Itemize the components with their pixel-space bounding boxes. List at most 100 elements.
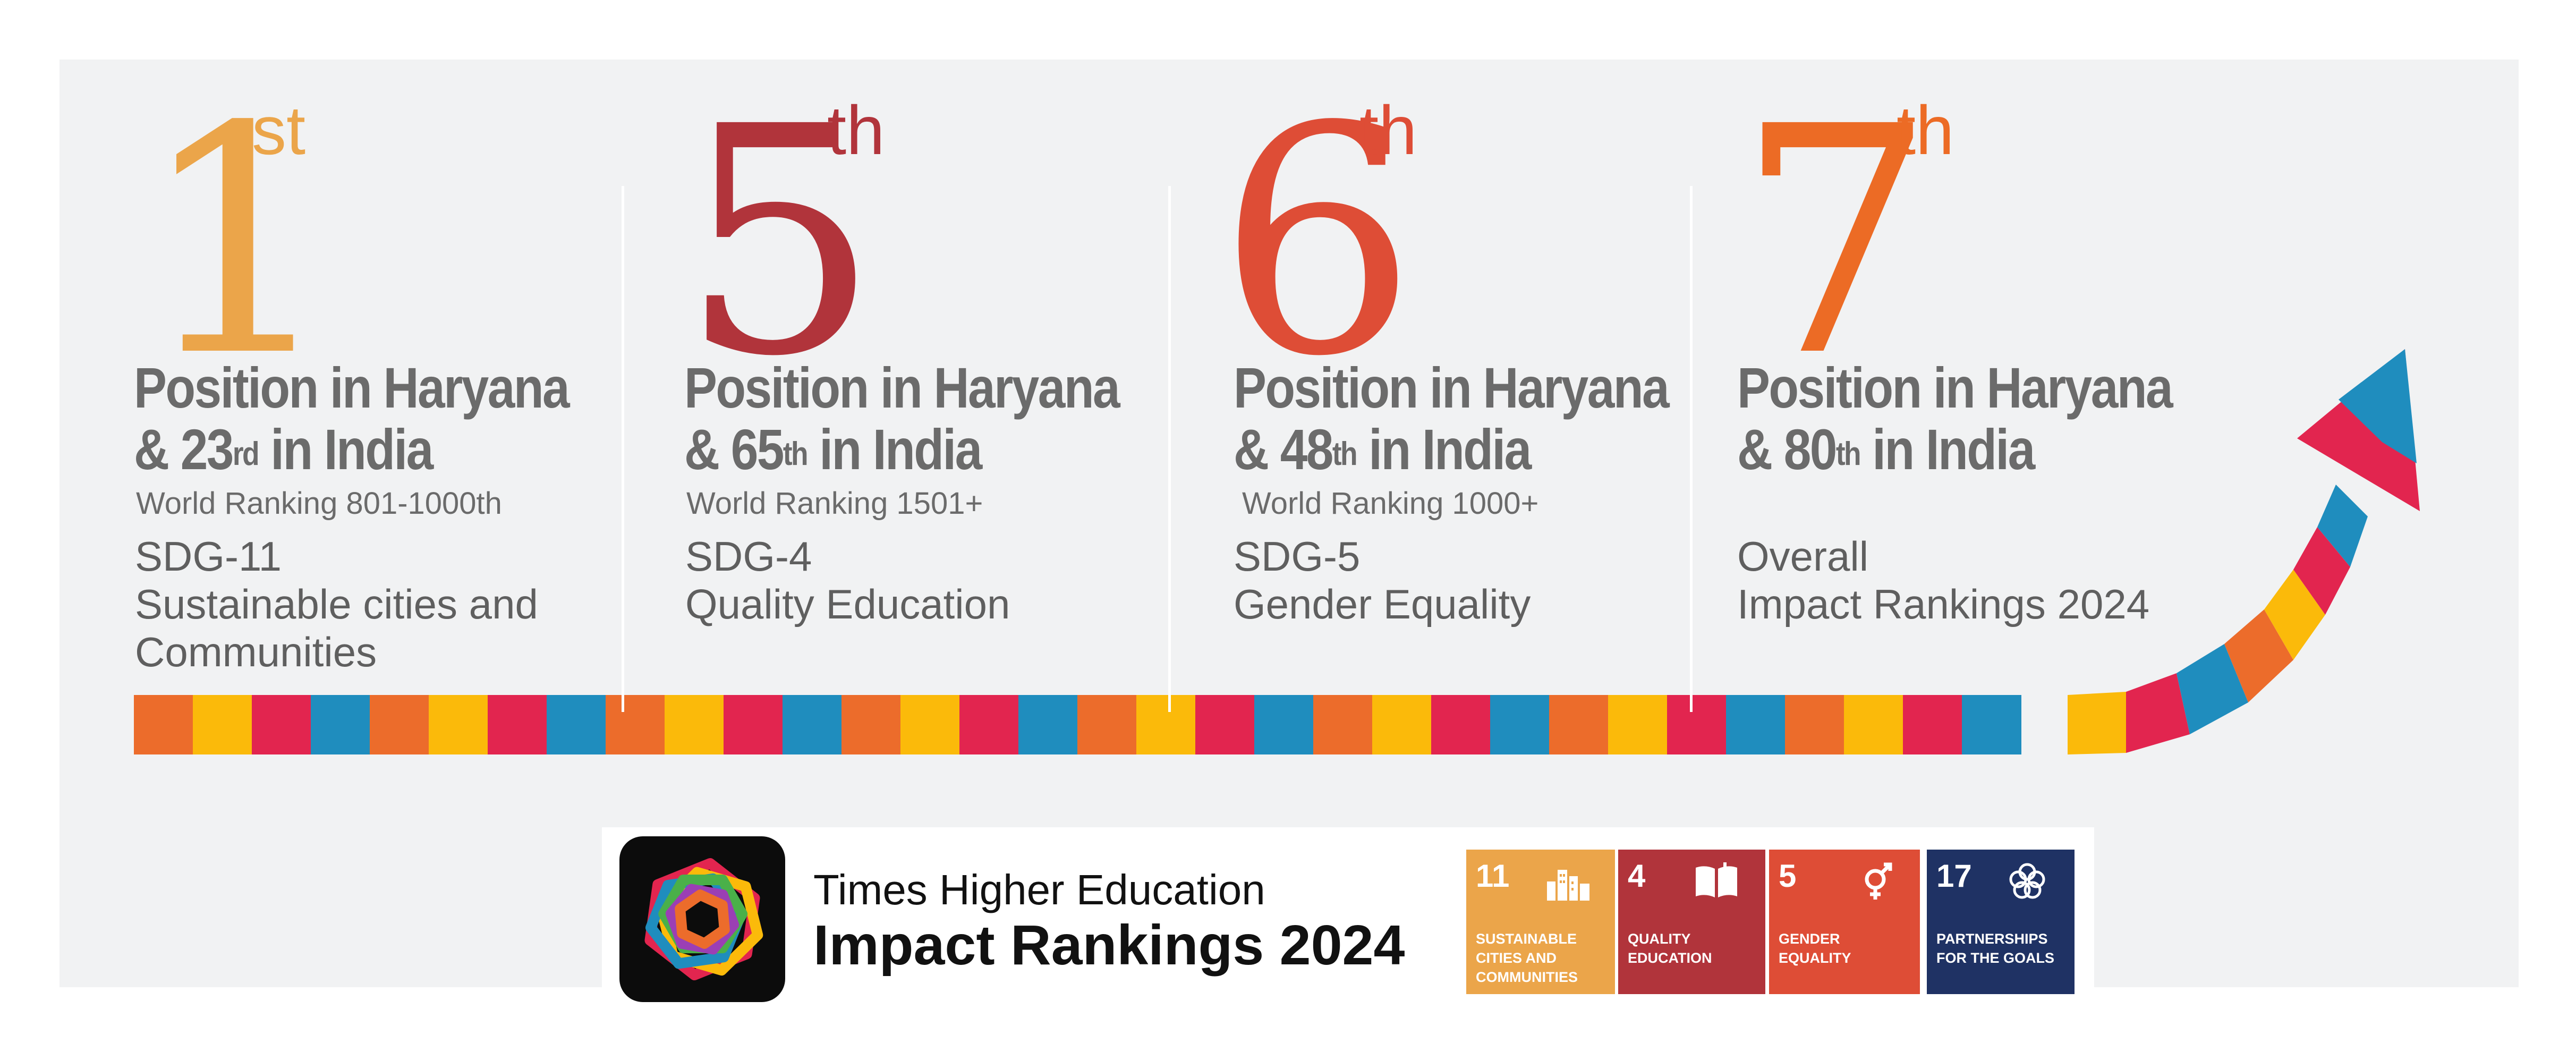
ribbon-curve-segment	[2264, 570, 2325, 660]
headline-line1: Position in Haryana	[1234, 355, 1670, 420]
ribbon-segment	[841, 695, 901, 754]
headline-line2: & 65th in India	[684, 417, 982, 481]
ribbon-segment	[1726, 695, 1786, 754]
rank-suffix: st	[252, 91, 306, 169]
sdg-name-line1: Gender Equality	[1234, 581, 1531, 628]
ribbon-segment	[959, 695, 1019, 754]
world-ranking: World Ranking 801-1000th	[136, 486, 502, 521]
sdg-name-line2: Communities	[135, 629, 377, 675]
gender-symbol-icon	[1865, 862, 1892, 900]
ribbon-curve-segment	[2224, 609, 2293, 702]
flower-rings-icon	[2009, 863, 2045, 899]
rank-number: 7	[1736, 60, 1936, 425]
ranking-sdg5: 6 th Position in Haryana & 48th in India…	[1170, 60, 1701, 987]
haryana-position: Position in Haryana & 80th in India	[1737, 355, 2173, 481]
ribbon-segment	[1844, 695, 1903, 754]
sdg-tile-11: 11 SUSTAINABLE CITIES AND COMMUNITIES	[1466, 850, 1615, 994]
sdg-code: SDG-5	[1234, 533, 1361, 580]
ranking-overall: 7 th Position in Haryana & 80th in India…	[1691, 60, 2276, 987]
tile-label: QUALITY EDUCATION	[1628, 931, 1712, 966]
ribbon-segment	[724, 695, 783, 754]
ribbon-segment	[1962, 695, 2021, 754]
headline-line2: & 23rd in India	[134, 417, 433, 481]
sdg-name-line1: Quality Education	[685, 581, 1010, 628]
ribbon-segment	[1549, 695, 1609, 754]
rankings-panel: 1 st Position in Haryana & 23rd in India…	[59, 60, 2519, 1010]
tile-label: GENDER EQUALITY	[1779, 931, 1851, 966]
column-divider	[1168, 186, 1171, 712]
sdg-name: Quality Education	[685, 580, 1010, 628]
ribbon-segment	[606, 695, 665, 754]
headline-line2: & 48th in India	[1234, 417, 1532, 481]
ribbon-segment	[1254, 695, 1314, 754]
ribbon-segment	[783, 695, 842, 754]
ribbon-segment	[547, 695, 606, 754]
rank-number: 6	[1218, 60, 1417, 425]
rank-suffix: th	[1359, 91, 1417, 169]
ribbon-segment	[1195, 695, 1255, 754]
ribbon-segment	[1136, 695, 1196, 754]
ribbon-segment	[1372, 695, 1432, 754]
ribbon-segment	[1785, 695, 1844, 754]
city-buildings-icon	[1547, 870, 1589, 901]
rank-suffix: th	[1897, 91, 1954, 169]
ranking-sdg4: 5 th Position in Haryana & 65th in India…	[623, 60, 1170, 987]
headline-line1: Position in Haryana	[1737, 355, 2173, 420]
ribbon-segment	[1903, 695, 1962, 754]
sdg-code: SDG-4	[685, 533, 812, 580]
arrow-head-tip	[2339, 349, 2417, 463]
banner-title: Impact Rankings 2024	[813, 914, 1405, 977]
sdg-tile-5: 5 GENDER EQUALITY	[1769, 850, 1920, 994]
sdg-name: Sustainable cities and Communities	[135, 580, 538, 676]
the-impact-banner: Times Higher Education Impact Rankings 2…	[602, 827, 2094, 1010]
ribbon-segment	[134, 695, 193, 754]
hexagon-rings-icon	[644, 858, 763, 980]
headline-line1: Position in Haryana	[684, 355, 1120, 420]
rank-number: 5	[680, 60, 880, 425]
ribbon-segment	[252, 695, 311, 754]
haryana-position: Position in Haryana & 48th in India	[1234, 355, 1670, 481]
ribbon-segment	[900, 695, 960, 754]
sdg-name-line1: Sustainable cities and	[135, 581, 538, 628]
ribbon-segment	[1313, 695, 1373, 754]
ranking-sdg11: 1 st Position in Haryana & 23rd in India…	[59, 60, 623, 987]
sdg-tile-17: 17 PARTNERSHIPS FOR THE GOALS	[1927, 850, 2075, 994]
tile-number: 5	[1779, 858, 1797, 894]
headline-line2: & 80th in India	[1737, 417, 2035, 481]
sdg-name: Impact Rankings 2024	[1737, 580, 2149, 628]
world-ranking: World Ranking 1501+	[686, 486, 983, 521]
ribbon-segment	[1667, 695, 1727, 754]
ribbon-segment	[1018, 695, 1078, 754]
rank-suffix: th	[827, 91, 885, 169]
sdg-code: Overall	[1737, 533, 1869, 580]
ribbon-segment	[1431, 695, 1491, 754]
haryana-position: Position in Haryana & 23rd in India	[134, 357, 570, 481]
tile-number: 11	[1476, 858, 1510, 894]
ribbon-segment	[193, 695, 252, 754]
column-divider	[1690, 186, 1693, 712]
ribbon-curve-segment	[2293, 527, 2350, 615]
open-book-icon	[1696, 862, 1737, 897]
ribbon-curve-segment	[2068, 692, 2126, 754]
ribbon-curve-segment	[2177, 644, 2248, 734]
tile-number: 4	[1628, 858, 1646, 894]
ribbon-curve-segment	[2317, 485, 2368, 567]
progress-ribbon-arrow	[134, 349, 2420, 754]
ribbon-curve-segment	[2126, 673, 2190, 753]
sdg-name-line1: Impact Rankings 2024	[1737, 581, 2150, 628]
ribbon-segment	[665, 695, 724, 754]
ribbon-segment	[370, 695, 429, 754]
sdg-tile-4: 4 QUALITY EDUCATION	[1618, 850, 1765, 994]
sdg-code: SDG-11	[135, 533, 282, 580]
the-impact-logo-icon	[619, 836, 785, 1002]
column-divider	[622, 186, 624, 712]
banner-publisher: Times Higher Education	[813, 866, 1265, 913]
ribbon-segment	[1490, 695, 1550, 754]
ribbon-segment	[1077, 695, 1137, 754]
world-ranking: World Ranking 1000+	[1242, 486, 1539, 521]
tile-label: PARTNERSHIPS FOR THE GOALS	[1936, 931, 2054, 966]
ribbon-segment	[311, 695, 370, 754]
ribbon-segment	[1608, 695, 1668, 754]
tile-number: 17	[1936, 858, 1972, 894]
ribbon-segment	[429, 695, 488, 754]
